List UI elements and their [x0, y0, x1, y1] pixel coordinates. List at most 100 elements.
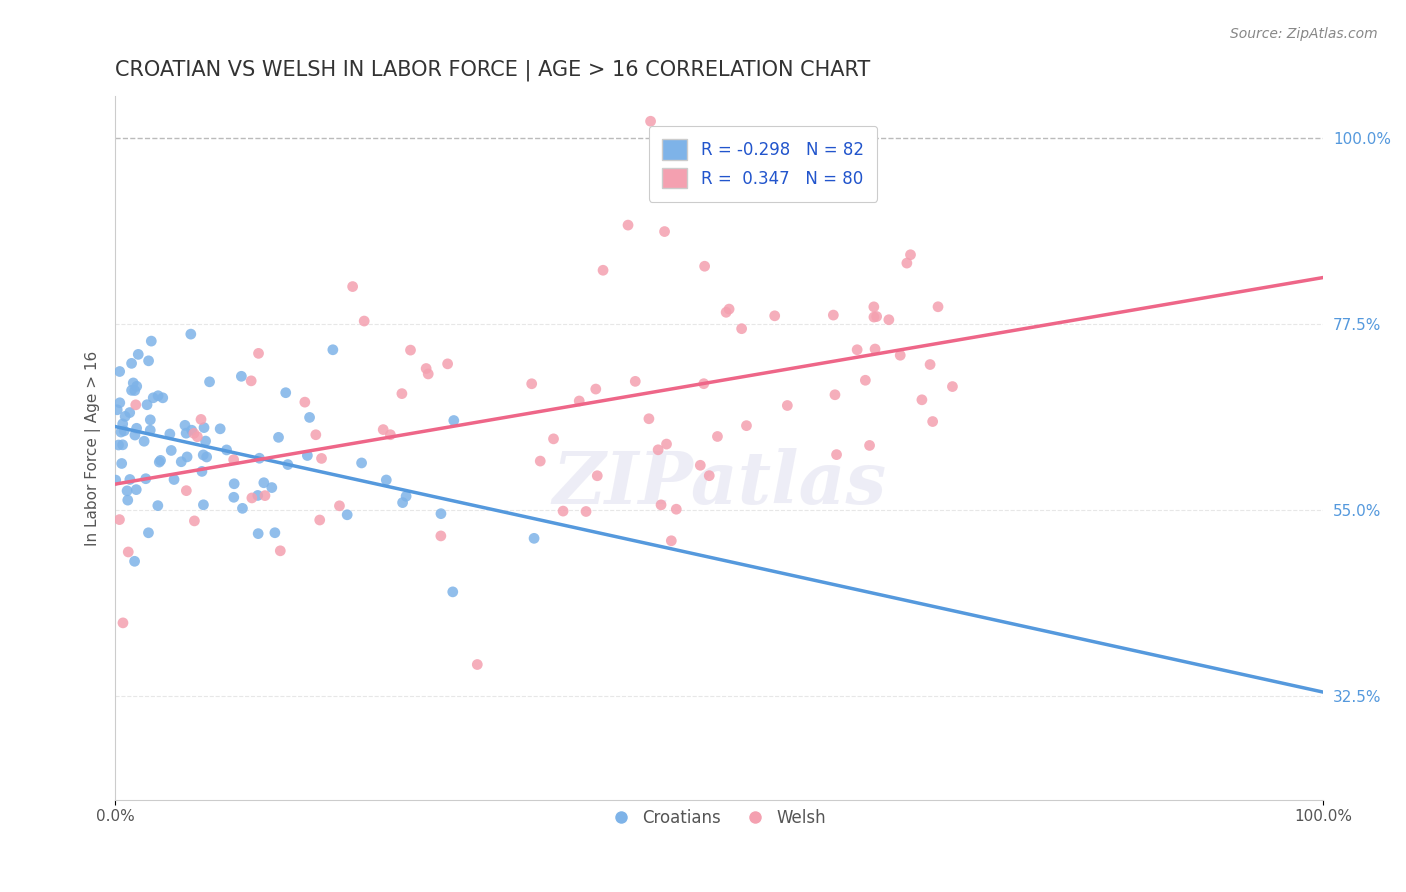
Point — [174, 418, 197, 433]
Point — [104, 473, 127, 487]
Point — [105, 402, 128, 417]
Point — [941, 379, 963, 393]
Point — [267, 430, 290, 444]
Point — [911, 392, 934, 407]
Point — [117, 545, 139, 559]
Point — [148, 455, 170, 469]
Point — [125, 379, 148, 393]
Point — [655, 437, 678, 451]
Point — [927, 300, 949, 314]
Point — [118, 473, 141, 487]
Point — [415, 361, 437, 376]
Point — [647, 442, 669, 457]
Point — [714, 305, 737, 319]
Point — [111, 457, 134, 471]
Point — [846, 343, 869, 357]
Point — [465, 657, 488, 672]
Point — [110, 425, 132, 439]
Point — [111, 615, 134, 630]
Point — [853, 373, 876, 387]
Point — [111, 438, 134, 452]
Point — [353, 314, 375, 328]
Point — [111, 417, 134, 431]
Point — [298, 410, 321, 425]
Text: ZIPatlas: ZIPatlas — [553, 448, 886, 518]
Point — [277, 458, 299, 472]
Point — [176, 450, 198, 464]
Point — [311, 451, 333, 466]
Point — [342, 279, 364, 293]
Point — [112, 424, 135, 438]
Point — [209, 422, 232, 436]
Point — [294, 395, 316, 409]
Point — [198, 375, 221, 389]
Point — [825, 448, 848, 462]
Point — [718, 302, 741, 317]
Point — [125, 421, 148, 435]
Point — [297, 449, 319, 463]
Point — [186, 430, 208, 444]
Point — [586, 468, 609, 483]
Point — [117, 493, 139, 508]
Point — [215, 442, 238, 457]
Point — [575, 504, 598, 518]
Point — [650, 498, 672, 512]
Point — [122, 376, 145, 390]
Point — [568, 394, 591, 409]
Point — [889, 348, 911, 362]
Point — [920, 358, 942, 372]
Point — [391, 495, 413, 509]
Point — [183, 426, 205, 441]
Point — [118, 406, 141, 420]
Point — [114, 409, 136, 424]
Point — [108, 396, 131, 410]
Point — [375, 473, 398, 487]
Point — [191, 464, 214, 478]
Point — [141, 334, 163, 348]
Point — [138, 525, 160, 540]
Point — [253, 475, 276, 490]
Point — [134, 434, 156, 449]
Point — [159, 427, 181, 442]
Point — [231, 501, 253, 516]
Point — [520, 376, 543, 391]
Point — [665, 502, 688, 516]
Point — [706, 429, 728, 443]
Point — [125, 398, 148, 412]
Point — [274, 385, 297, 400]
Point — [231, 369, 253, 384]
Point — [249, 451, 271, 466]
Point — [592, 263, 614, 277]
Point — [640, 114, 662, 128]
Point — [193, 448, 215, 462]
Point — [617, 218, 640, 232]
Point — [328, 499, 350, 513]
Point — [152, 391, 174, 405]
Point — [135, 472, 157, 486]
Point — [247, 346, 270, 360]
Point — [863, 310, 886, 324]
Point — [224, 476, 246, 491]
Point — [194, 434, 217, 448]
Point — [269, 543, 291, 558]
Point — [921, 415, 943, 429]
Point — [322, 343, 344, 357]
Point — [436, 357, 458, 371]
Point — [136, 398, 159, 412]
Point — [380, 427, 402, 442]
Point — [523, 532, 546, 546]
Point — [551, 504, 574, 518]
Point — [193, 498, 215, 512]
Point — [441, 585, 464, 599]
Point — [121, 356, 143, 370]
Point — [121, 384, 143, 398]
Point — [730, 321, 752, 335]
Point — [418, 367, 440, 381]
Point — [176, 483, 198, 498]
Point — [865, 310, 887, 324]
Point — [443, 413, 465, 427]
Point — [193, 420, 215, 434]
Point — [108, 364, 131, 378]
Legend: Croatians, Welsh: Croatians, Welsh — [606, 802, 832, 833]
Point — [395, 489, 418, 503]
